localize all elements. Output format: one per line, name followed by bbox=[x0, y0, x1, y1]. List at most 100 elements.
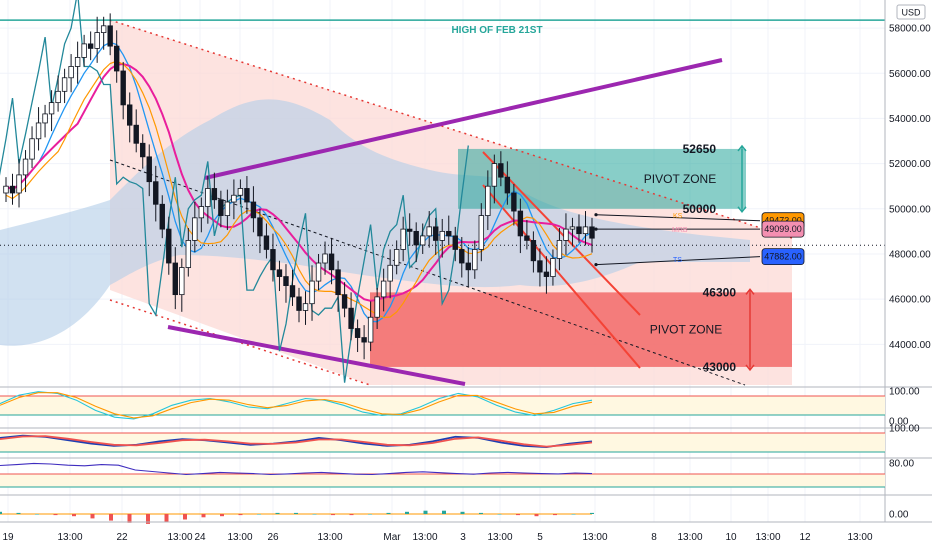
candle-body bbox=[589, 226, 595, 239]
candle-body bbox=[341, 294, 348, 309]
candle-body bbox=[192, 217, 198, 241]
candle-body bbox=[276, 269, 283, 277]
candle-body bbox=[3, 185, 9, 194]
candles bbox=[3, 13, 595, 360]
histogram-bar bbox=[183, 514, 187, 520]
ichimoku-label: KS bbox=[673, 213, 683, 220]
time-axis-labels[interactable]: 19 13:00 22 13:00 24 13:00 26 13:00 Mar 13:00 3 13:… bbox=[2, 532, 873, 543]
candle-body bbox=[322, 253, 328, 264]
candle-body bbox=[413, 230, 419, 246]
candle-body bbox=[465, 262, 471, 271]
candle-body bbox=[231, 194, 237, 203]
time-tick-label: 5 bbox=[537, 532, 543, 543]
candle-body bbox=[433, 226, 439, 241]
histogram-bar bbox=[201, 514, 206, 518]
candle-body bbox=[166, 228, 172, 264]
candle-body bbox=[172, 262, 178, 296]
histogram-bar bbox=[405, 511, 409, 514]
candle-body bbox=[420, 235, 426, 246]
price-tick-label: 56000.00 bbox=[889, 69, 931, 80]
histogram-bar bbox=[553, 514, 557, 516]
time-tick-label: 3 bbox=[460, 532, 466, 543]
badge-dot bbox=[594, 213, 598, 217]
histogram-bar bbox=[35, 514, 39, 515]
oscillator-line bbox=[0, 462, 593, 476]
candle-body bbox=[478, 215, 485, 250]
candle-body bbox=[74, 57, 81, 67]
candle-body bbox=[270, 249, 276, 271]
badge-leader bbox=[595, 214, 761, 222]
candle-body bbox=[367, 316, 374, 343]
time-tick-label: 13:00 bbox=[677, 532, 702, 543]
candle-body bbox=[439, 230, 445, 241]
pane-tick-label: 80.00 bbox=[889, 459, 914, 470]
pane-tick-label: 0.00 bbox=[889, 417, 909, 428]
ichimoku-cloud bbox=[0, 99, 750, 346]
time-tick-label: 13:00 bbox=[582, 532, 607, 543]
badge-leader bbox=[595, 256, 761, 266]
lower-zone-top-value: 46300 bbox=[703, 285, 737, 299]
badge-dot bbox=[594, 263, 598, 267]
upper-zone-bottom-value: 50000 bbox=[683, 202, 717, 216]
candle-body bbox=[472, 249, 478, 271]
price-badge-text: 49473.00 bbox=[764, 216, 802, 226]
pane-band bbox=[0, 474, 885, 487]
time-tick-label: 8 bbox=[651, 532, 657, 543]
candle-body bbox=[498, 163, 504, 178]
candle-body bbox=[556, 240, 563, 259]
candle-body bbox=[35, 122, 42, 140]
histogram-bar bbox=[386, 512, 391, 514]
pane-band bbox=[0, 433, 885, 452]
candle-body bbox=[309, 280, 315, 305]
lower-pivot-zone bbox=[370, 292, 792, 367]
price-tick-label: 52000.00 bbox=[889, 159, 931, 170]
pane-tick-label: 0.00 bbox=[889, 510, 909, 521]
badge-dot bbox=[594, 227, 598, 231]
candle-body bbox=[387, 264, 393, 282]
histogram-bar bbox=[16, 512, 21, 514]
pane-tick-label: 100.00 bbox=[889, 387, 920, 398]
time-tick-label: Mar bbox=[383, 532, 401, 543]
purple-support-line bbox=[167, 325, 466, 386]
candle-body bbox=[530, 240, 537, 262]
time-tick-label: 13:00 bbox=[487, 532, 512, 543]
oscillator-line bbox=[0, 392, 593, 419]
histogram-bar bbox=[497, 514, 502, 515]
candle-body bbox=[113, 45, 120, 72]
candle-body bbox=[289, 285, 296, 298]
price-tick-label: 54000.00 bbox=[889, 114, 931, 125]
candle-body bbox=[550, 258, 556, 277]
price-badge bbox=[761, 248, 805, 266]
candle-body bbox=[393, 249, 400, 266]
candle-body bbox=[582, 226, 589, 235]
histogram-bar bbox=[238, 514, 243, 516]
candle-body bbox=[452, 235, 458, 250]
histogram-bar bbox=[109, 514, 113, 521]
upper-zone-arrow-head-top bbox=[737, 144, 747, 152]
histogram-bar bbox=[331, 514, 335, 516]
kijun-line bbox=[5, 60, 593, 319]
candle-body bbox=[504, 176, 511, 194]
candle-body bbox=[569, 226, 576, 230]
candle-body bbox=[87, 43, 94, 49]
histogram-bar bbox=[72, 514, 76, 517]
histogram-bar bbox=[257, 514, 261, 515]
histogram-bar bbox=[275, 512, 280, 514]
currency-label: USD bbox=[901, 8, 921, 18]
histogram-bar bbox=[53, 514, 58, 516]
upper-zone-title: PIVOT ZONE bbox=[644, 172, 716, 186]
candle-body bbox=[179, 267, 185, 296]
candle-body bbox=[263, 235, 270, 250]
price-badge-text: 49099.00 bbox=[764, 224, 802, 234]
red-channel-lower bbox=[482, 184, 641, 369]
candle-body bbox=[198, 206, 205, 219]
candle-body bbox=[100, 25, 107, 33]
price-tick-label: 44000.00 bbox=[889, 340, 931, 351]
candle-body bbox=[140, 142, 146, 158]
candle-body bbox=[563, 228, 569, 241]
histogram-bar bbox=[423, 510, 428, 514]
lower-zone-bottom-value: 43000 bbox=[703, 360, 737, 374]
currency-badge[interactable] bbox=[896, 4, 926, 20]
candle-body bbox=[380, 280, 387, 298]
